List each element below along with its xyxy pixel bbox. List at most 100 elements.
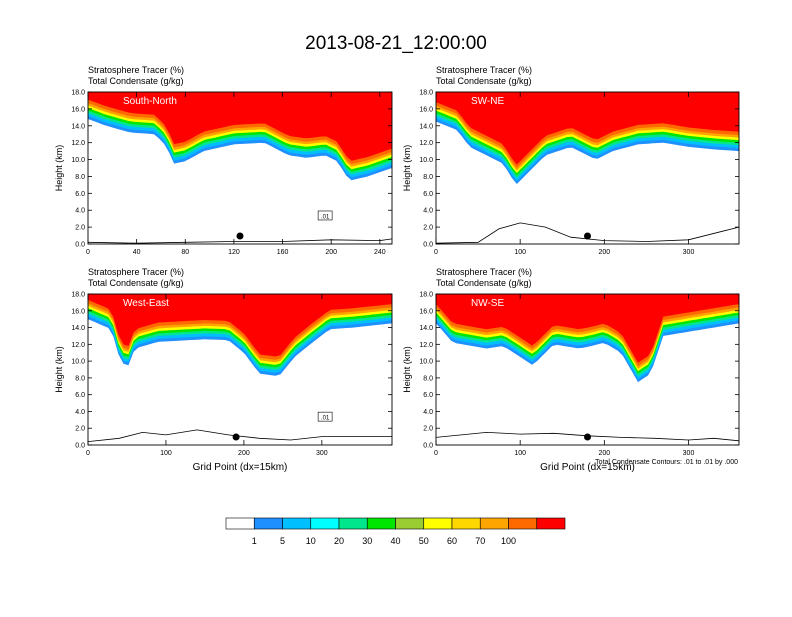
tracer-band-8 (88, 294, 392, 357)
x-tick-label: 100 (514, 450, 526, 457)
y-tick-label: 18.0 (71, 292, 85, 299)
panel-header-line: Total Condensate (g/kg) (88, 278, 184, 288)
colorbar-label: 50 (419, 536, 429, 546)
x-tick-label: 100 (514, 249, 526, 256)
panel-3: Stratosphere Tracer (%)Total Condensate … (54, 267, 393, 473)
y-axis-label: Height (km) (402, 145, 412, 192)
colorbar-swatch (451, 517, 481, 530)
colorbar-label: 5 (280, 536, 285, 546)
x-tick-label: 0 (86, 450, 90, 457)
x-tick-label: 40 (133, 249, 141, 256)
terrain-line (88, 429, 392, 442)
y-tick-label: 4.0 (75, 409, 85, 416)
panel-header-line: Total Condensate (g/kg) (88, 76, 184, 86)
colorbar-swatch (366, 517, 396, 530)
location-marker (584, 433, 591, 441)
y-axis-label: Height (km) (54, 346, 64, 393)
x-tick-label: 0 (86, 249, 90, 256)
x-tick-label: 0 (434, 450, 438, 457)
y-tick-label: 0.0 (75, 242, 85, 249)
y-tick-label: 8.0 (423, 375, 433, 382)
contour-label-box (317, 210, 333, 221)
x-tick-label: 120 (228, 249, 240, 256)
y-tick-label: 0.0 (75, 443, 85, 450)
y-tick-label: 2.0 (75, 426, 85, 433)
x-tick-label: 200 (325, 249, 337, 256)
panel-header-line: Stratosphere Tracer (%) (88, 267, 184, 277)
colorbar-swatch (338, 517, 368, 530)
contour-note: Total Condensate Contours: .01 to .01 by… (595, 459, 738, 466)
panel-label: South-North (123, 96, 177, 107)
colorbar-swatch (395, 517, 425, 530)
y-axis-label: Height (km) (54, 145, 64, 192)
plot-area (436, 294, 739, 445)
panel-4: Stratosphere Tracer (%)Total Condensate … (402, 267, 740, 473)
panel-label: NW-SE (471, 298, 504, 309)
tracer-band-8 (436, 92, 739, 165)
y-tick-label: 16.0 (419, 106, 433, 113)
x-tick-label: 200 (598, 450, 610, 457)
colorbar-label: 40 (390, 536, 400, 546)
contour-label: .01 (321, 416, 330, 422)
location-marker (236, 232, 244, 240)
colorbar-swatch (310, 517, 340, 530)
plot-frame (87, 91, 393, 245)
y-tick-label: 0.0 (423, 443, 433, 450)
x-tick-label: 0 (434, 249, 438, 256)
location-marker (584, 232, 591, 240)
y-tick-label: 6.0 (75, 191, 85, 198)
x-tick-label: 80 (181, 249, 189, 256)
panel-header-line: Total Condensate (g/kg) (436, 76, 532, 86)
y-tick-label: 2.0 (423, 225, 433, 232)
plot-frame (435, 293, 740, 446)
y-tick-label: 10.0 (419, 359, 433, 366)
colorbar-swatch (536, 517, 566, 530)
y-tick-label: 2.0 (75, 225, 85, 232)
tracer-band-8 (436, 294, 739, 363)
y-tick-label: 16.0 (419, 308, 433, 315)
y-tick-label: 18.0 (71, 90, 85, 97)
y-tick-label: 4.0 (423, 208, 433, 215)
plot-area (88, 294, 392, 445)
x-tick-label: 240 (374, 249, 386, 256)
y-tick-label: 4.0 (75, 208, 85, 215)
contour-label-box (317, 411, 333, 422)
colorbar-swatch (508, 517, 538, 530)
y-tick-label: 6.0 (423, 392, 433, 399)
panel-header-line: Total Condensate (g/kg) (436, 278, 532, 288)
plot-area (88, 92, 392, 244)
colorbar-label: 20 (334, 536, 344, 546)
colorbar-swatch (225, 517, 255, 530)
x-tick-label: 100 (160, 450, 172, 457)
y-axis-label: Height (km) (402, 346, 412, 393)
y-tick-label: 8.0 (75, 375, 85, 382)
tracer-band-8 (88, 92, 392, 161)
y-tick-label: 8.0 (423, 174, 433, 181)
y-tick-label: 18.0 (419, 292, 433, 299)
colorbar: 1 5 10 20 30 40 50 60 70 100 (225, 517, 566, 546)
y-tick-label: 10.0 (71, 157, 85, 164)
terrain-line (88, 238, 392, 244)
y-tick-label: 10.0 (419, 157, 433, 164)
x-tick-label: 300 (683, 249, 695, 256)
plot-frame (435, 91, 740, 245)
x-tick-label: 160 (277, 249, 289, 256)
x-tick-label: 300 (316, 450, 328, 457)
y-tick-label: 16.0 (71, 308, 85, 315)
x-tick-label: 200 (598, 249, 610, 256)
contour-label: .01 (321, 214, 330, 220)
x-axis-label: Grid Point (dx=15km) (540, 462, 635, 473)
y-tick-label: 4.0 (423, 409, 433, 416)
x-tick-label: 300 (683, 450, 695, 457)
y-tick-label: 12.0 (419, 342, 433, 349)
panel-label: SW-NE (471, 96, 504, 107)
y-tick-label: 16.0 (71, 106, 85, 113)
colorbar-label: 60 (447, 536, 457, 546)
colorbar-label: 10 (306, 536, 316, 546)
y-tick-label: 14.0 (419, 123, 433, 130)
panel-label: West-East (123, 298, 169, 309)
y-tick-label: 10.0 (71, 359, 85, 366)
colorbar-swatch (253, 517, 283, 530)
